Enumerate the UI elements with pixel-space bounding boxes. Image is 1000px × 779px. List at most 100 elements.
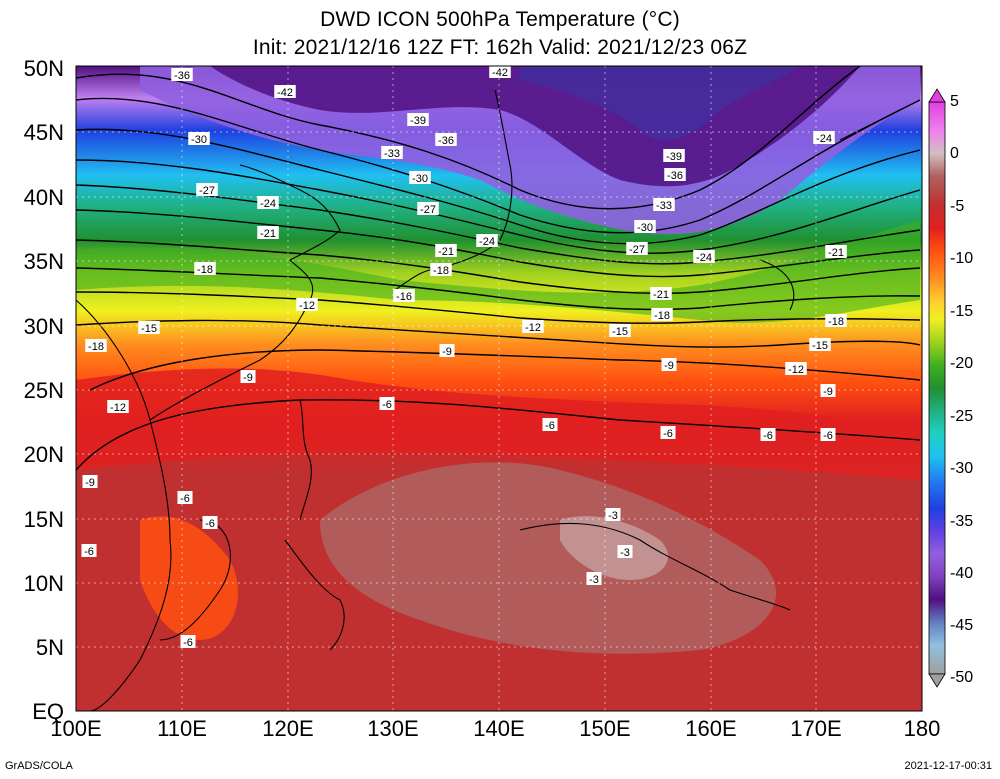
contour-label: -9 xyxy=(820,384,836,398)
lon-label: 110E xyxy=(157,716,207,741)
svg-text:-21: -21 xyxy=(828,247,844,259)
contour-label: -12 xyxy=(522,320,544,334)
svg-text:-36: -36 xyxy=(438,135,454,147)
svg-text:-30: -30 xyxy=(412,173,428,185)
colorbar-label: -15 xyxy=(950,303,974,320)
colorbar-label: -40 xyxy=(950,565,974,582)
svg-text:-6: -6 xyxy=(84,546,94,558)
map-title: DWD ICON 500hPa Temperature (°C) xyxy=(320,8,680,31)
contour-label: -12 xyxy=(296,298,318,312)
colorbar-label: -35 xyxy=(950,513,974,530)
map-plot-area: -36-42-42-39-36-33-30-27-39-36-33-30-27-… xyxy=(76,66,922,711)
svg-text:-27: -27 xyxy=(629,244,645,256)
svg-text:-12: -12 xyxy=(299,300,315,312)
svg-text:-24: -24 xyxy=(816,133,832,145)
contour-label: -6 xyxy=(820,428,836,442)
contour-label: -42 xyxy=(489,66,511,79)
lat-label: 25N xyxy=(23,378,64,403)
lat-label: 10N xyxy=(23,571,64,596)
svg-text:-9: -9 xyxy=(664,360,674,372)
colorbar xyxy=(928,88,946,688)
contour-label: -24 xyxy=(257,196,279,210)
contour-label: -6 xyxy=(177,491,193,505)
contour-label: -27 xyxy=(626,242,648,256)
svg-text:-36: -36 xyxy=(174,70,190,82)
contour-label: -12 xyxy=(107,400,129,414)
colorbar-label: -25 xyxy=(950,408,974,425)
svg-text:-15: -15 xyxy=(612,326,628,338)
svg-text:-24: -24 xyxy=(260,198,276,210)
svg-text:-21: -21 xyxy=(438,246,454,258)
svg-text:-21: -21 xyxy=(260,228,276,240)
svg-text:-6: -6 xyxy=(382,399,392,411)
contour-label: -15 xyxy=(809,338,831,352)
svg-text:-3: -3 xyxy=(620,547,630,559)
lon-label: 140E xyxy=(473,716,525,741)
svg-text:-18: -18 xyxy=(828,316,844,328)
contour-label: -27 xyxy=(196,183,218,197)
contour-label: -24 xyxy=(693,250,715,264)
contour-label: -42 xyxy=(274,85,296,99)
contour-label: -16 xyxy=(393,289,415,303)
contour-label: -15 xyxy=(609,324,631,338)
lon-label: 100E xyxy=(50,716,102,741)
contour-label: -9 xyxy=(439,344,455,358)
svg-text:-16: -16 xyxy=(396,291,412,303)
lon-label: 150E xyxy=(579,716,631,741)
lat-label: 5N xyxy=(35,635,64,660)
svg-text:-6: -6 xyxy=(545,420,555,432)
svg-text:-12: -12 xyxy=(525,322,541,334)
svg-text:-33: -33 xyxy=(656,200,672,212)
colorbar-label: -30 xyxy=(950,460,974,477)
lon-label: 160E xyxy=(685,716,737,741)
contour-label: -18 xyxy=(825,314,847,328)
contour-label: -15 xyxy=(138,321,160,335)
contour-label: -6 xyxy=(542,418,558,432)
contour-label: -18 xyxy=(194,262,216,276)
svg-text:-6: -6 xyxy=(763,430,773,442)
svg-text:-33: -33 xyxy=(384,148,400,160)
contour-label: -18 xyxy=(430,263,452,277)
lat-label: 30N xyxy=(23,314,64,339)
contour-label: -3 xyxy=(586,572,602,586)
svg-text:-6: -6 xyxy=(205,518,215,530)
contour-label: -6 xyxy=(81,544,97,558)
contour-label: -18 xyxy=(651,308,673,322)
lat-label: 40N xyxy=(23,185,64,210)
contour-label: -30 xyxy=(634,220,656,234)
svg-text:-6: -6 xyxy=(183,637,193,649)
svg-text:-36: -36 xyxy=(667,170,683,182)
contour-label: -33 xyxy=(381,146,403,160)
contour-label: -36 xyxy=(435,133,457,147)
svg-text:-30: -30 xyxy=(191,134,207,146)
lon-label: 120E xyxy=(262,716,314,741)
lat-label: 50N xyxy=(23,56,64,81)
contour-label: -27 xyxy=(417,202,439,216)
svg-text:-42: -42 xyxy=(492,67,508,79)
contour-label: -30 xyxy=(188,132,210,146)
svg-text:-15: -15 xyxy=(812,340,828,352)
contour-label: -33 xyxy=(653,198,675,212)
contour-label: -18 xyxy=(85,339,107,353)
contour-label: -6 xyxy=(202,516,218,530)
svg-text:-27: -27 xyxy=(420,204,436,216)
contour-label: -9 xyxy=(240,370,256,384)
contour-label: -3 xyxy=(605,508,621,522)
svg-text:-27: -27 xyxy=(199,185,215,197)
contour-label: -6 xyxy=(760,428,776,442)
svg-text:-18: -18 xyxy=(88,341,104,353)
contour-label: -6 xyxy=(379,397,395,411)
svg-text:-9: -9 xyxy=(243,372,253,384)
lon-label: 130E xyxy=(367,716,419,741)
contour-label: -39 xyxy=(663,149,685,163)
svg-text:-18: -18 xyxy=(654,310,670,322)
contour-label: -39 xyxy=(407,113,429,127)
contour-label: -9 xyxy=(661,358,677,372)
svg-text:-9: -9 xyxy=(823,386,833,398)
contour-label: -21 xyxy=(257,226,279,240)
lat-label: 15N xyxy=(23,507,64,532)
colorbar-label: 5 xyxy=(950,93,959,110)
lon-label: 180 xyxy=(903,716,941,741)
lat-label: EQ xyxy=(32,699,64,724)
